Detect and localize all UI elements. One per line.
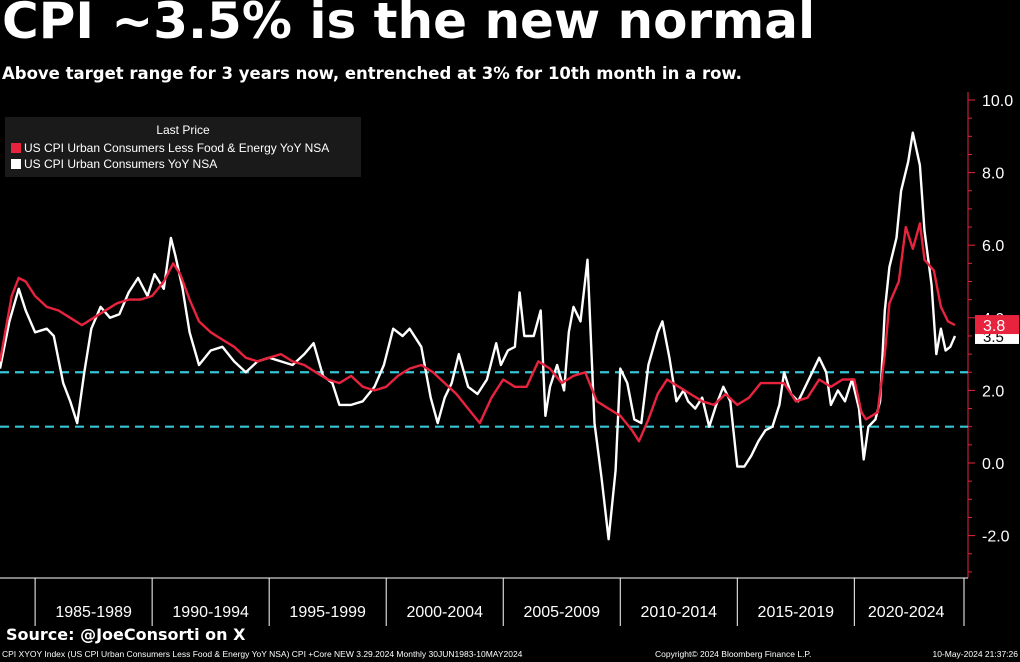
chart-title: CPI ~3.5% is the new normal: [2, 0, 816, 50]
y-tick-label: 6.0: [982, 238, 1004, 255]
x-tick-label: 2010-2014: [641, 604, 718, 621]
series-layer: [0, 131, 957, 541]
footer-copyright: Copyright© 2024 Bloomberg Finance L.P.: [655, 649, 812, 659]
x-tick-label: 2005-2009: [523, 604, 600, 621]
legend-item-headline: US CPI Urban Consumers YoY NSA: [11, 157, 217, 171]
legend-item-core: US CPI Urban Consumers Less Food & Energ…: [11, 141, 329, 155]
legend-title: Last Price: [156, 123, 210, 137]
y-tick-label: 10.0: [982, 93, 1013, 110]
reference-lines: [0, 371, 968, 428]
x-tick-label: 2015-2019: [758, 604, 835, 621]
legend-label-core: US CPI Urban Consumers Less Food & Energ…: [24, 141, 330, 155]
footer-index-info: CPI XYOY Index (US CPI Urban Consumers L…: [2, 649, 523, 659]
axis-labels: -2.00.02.04.06.08.010.01985-19891990-199…: [55, 93, 1019, 621]
legend-swatch-core: [11, 143, 21, 153]
x-tick-label: 1990-1994: [172, 604, 249, 621]
x-tick-label: 2000-2004: [406, 604, 483, 621]
last-value-badge-core: [975, 315, 1019, 335]
last-value-core: 3.8: [983, 318, 1005, 335]
series-line-headline: [0, 131, 957, 541]
legend-label-headline: US CPI Urban Consumers YoY NSA: [24, 157, 218, 171]
axes: [0, 92, 975, 626]
legend-swatch-headline: [11, 159, 21, 169]
y-tick-label: -2.0: [982, 529, 1010, 546]
source-credit: Source: @JoeConsorti on X: [6, 625, 246, 644]
x-tick-label: 1985-1989: [55, 604, 132, 621]
footer-timestamp: 10-May-2024 21:37:26: [932, 649, 1018, 659]
series-line-core: [0, 222, 956, 443]
chart-subtitle: Above target range for 3 years now, entr…: [2, 64, 742, 83]
y-tick-label: 2.0: [982, 383, 1004, 400]
y-tick-label: 8.0: [982, 166, 1004, 183]
x-tick-label: 2020-2024: [868, 604, 945, 621]
x-tick-label: 1995-1999: [289, 604, 366, 621]
legend: Last Price US CPI Urban Consumers Less F…: [5, 117, 361, 177]
y-tick-label: 0.0: [982, 456, 1004, 473]
